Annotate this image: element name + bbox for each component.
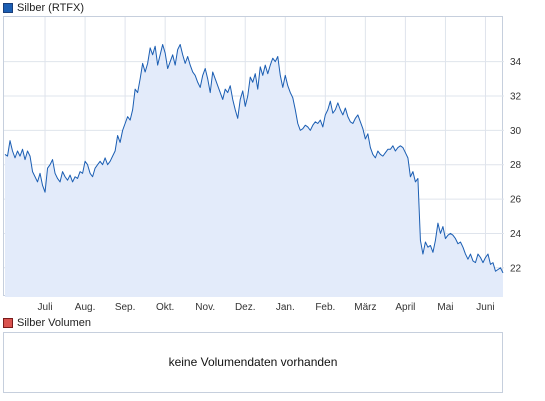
x-tick-label: Dez. bbox=[235, 302, 256, 313]
x-tick-label: Okt. bbox=[156, 302, 174, 313]
x-tick-label: Mai bbox=[437, 302, 453, 313]
price-legend-swatch bbox=[3, 3, 13, 13]
y-tick-label: 32 bbox=[510, 92, 522, 103]
x-tick-label: März bbox=[354, 302, 376, 313]
x-tick-label: Sep. bbox=[115, 302, 136, 313]
no-volume-message: keine Volumendaten vorhanden bbox=[168, 355, 338, 369]
x-tick-label: Nov. bbox=[195, 302, 215, 313]
y-tick-label: 34 bbox=[510, 57, 522, 68]
price-area bbox=[5, 44, 503, 298]
volume-legend-label: Silber Volumen bbox=[17, 317, 91, 329]
x-tick-label: Feb. bbox=[315, 302, 335, 313]
y-tick-label: 30 bbox=[510, 126, 522, 137]
x-tick-label: Juli bbox=[38, 302, 53, 313]
price-line bbox=[4, 43, 504, 274]
volume-panel: keine Volumendaten vorhanden bbox=[3, 332, 503, 393]
y-tick-label: 28 bbox=[510, 160, 522, 171]
price-chart-panel: 22 24 26 28 30 32 34 Juli Aug. Sep. Okt. Nov. Dez. J… bbox=[3, 16, 522, 313]
volume-legend: Silber Volumen bbox=[3, 316, 91, 330]
x-tick-label: Jan. bbox=[276, 302, 295, 313]
x-tick-label: Aug. bbox=[75, 302, 96, 313]
y-tick-label: 24 bbox=[510, 229, 522, 240]
y-axis-ticks: 22 24 26 28 30 32 34 bbox=[510, 57, 522, 274]
volume-legend-swatch bbox=[3, 318, 13, 328]
x-tick-label: Juni bbox=[476, 302, 494, 313]
x-axis-ticks: Juli Aug. Sep. Okt. Nov. Dez. Jan. Feb. März Apri… bbox=[38, 302, 495, 313]
y-tick-label: 26 bbox=[510, 195, 522, 206]
y-tick-label: 22 bbox=[510, 263, 522, 274]
price-legend: Silber (RTFX) bbox=[3, 1, 84, 15]
price-legend-label: Silber (RTFX) bbox=[17, 2, 85, 14]
x-tick-label: April bbox=[395, 302, 415, 313]
